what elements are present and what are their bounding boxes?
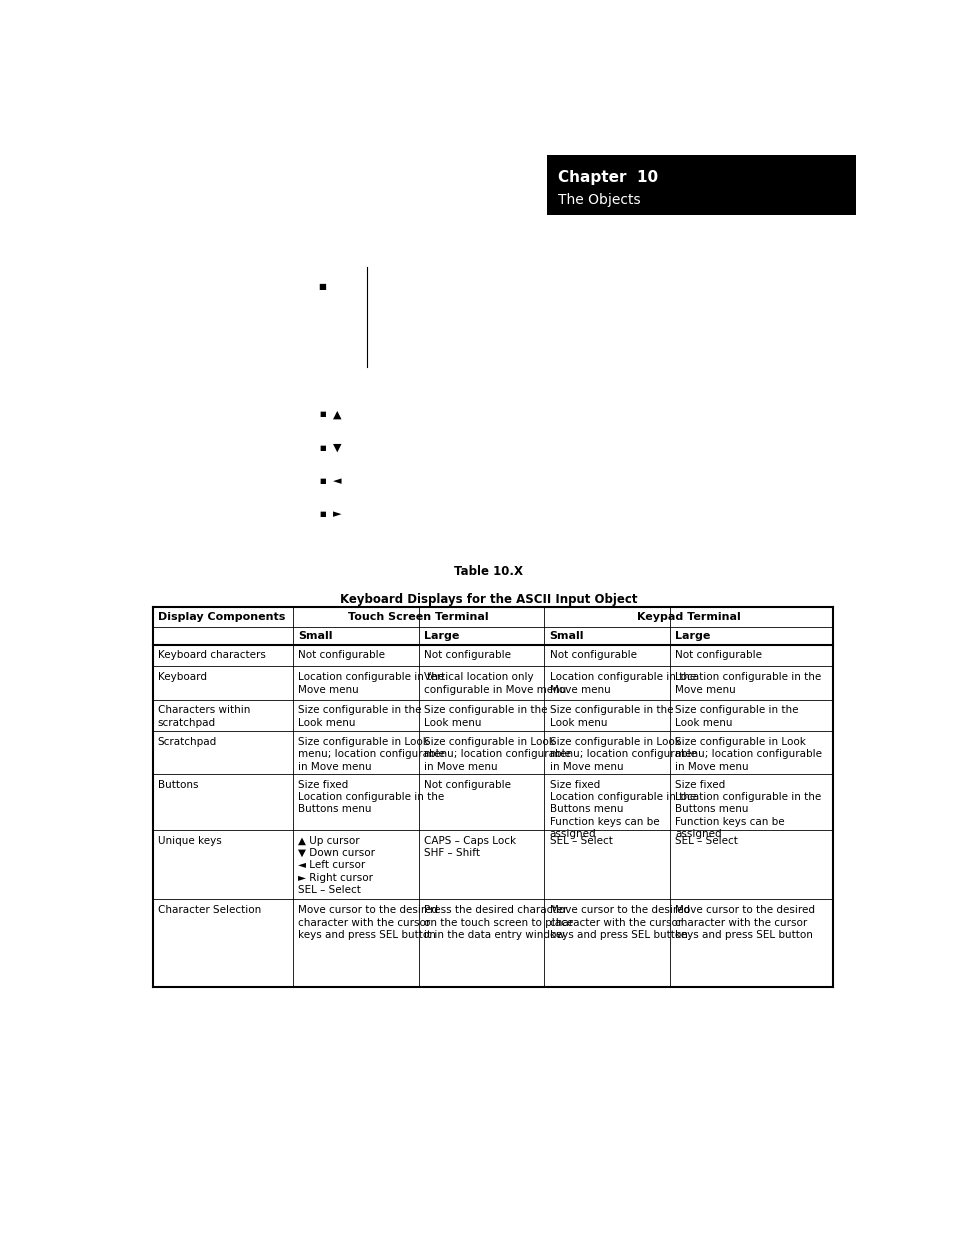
- Text: Move menu: Move menu: [549, 684, 610, 694]
- Text: Small: Small: [549, 631, 583, 641]
- Text: ■: ■: [319, 478, 326, 484]
- Text: ▼ Down cursor: ▼ Down cursor: [298, 848, 375, 858]
- Text: ►: ►: [333, 509, 341, 519]
- Text: ► Right cursor: ► Right cursor: [298, 873, 373, 883]
- Text: Function keys can be: Function keys can be: [549, 816, 659, 826]
- Text: configurable in Move menu: configurable in Move menu: [423, 684, 566, 694]
- Text: ■: ■: [318, 282, 326, 290]
- Text: ■: ■: [319, 411, 326, 417]
- Text: in Move menu: in Move menu: [423, 762, 497, 772]
- Text: Unique keys: Unique keys: [157, 836, 221, 846]
- Text: Not configurable: Not configurable: [423, 651, 510, 661]
- Text: Not configurable: Not configurable: [675, 651, 761, 661]
- Text: Large: Large: [423, 631, 458, 641]
- Text: Location configurable in the: Location configurable in the: [298, 792, 444, 802]
- Text: character with the cursor: character with the cursor: [549, 918, 681, 927]
- Text: in Move menu: in Move menu: [675, 762, 748, 772]
- Text: assigned: assigned: [675, 829, 721, 839]
- Text: in Move menu: in Move menu: [298, 762, 372, 772]
- Text: Keyboard characters: Keyboard characters: [157, 651, 265, 661]
- Text: SEL – Select: SEL – Select: [549, 836, 612, 846]
- Text: character with the cursor: character with the cursor: [675, 918, 806, 927]
- Text: Keypad Terminal: Keypad Terminal: [636, 613, 740, 622]
- Text: Size configurable in Look: Size configurable in Look: [675, 737, 805, 747]
- Text: it in the data entry window: it in the data entry window: [423, 930, 564, 940]
- Text: ◄: ◄: [333, 475, 341, 487]
- Text: SEL – Select: SEL – Select: [675, 836, 738, 846]
- Text: Move cursor to the desired: Move cursor to the desired: [675, 905, 815, 915]
- Text: menu; location configurable: menu; location configurable: [549, 750, 696, 760]
- Text: Not configurable: Not configurable: [549, 651, 636, 661]
- Text: character with the cursor: character with the cursor: [298, 918, 430, 927]
- Text: Size configurable in Look: Size configurable in Look: [423, 737, 554, 747]
- Text: Size configurable in the: Size configurable in the: [549, 705, 673, 715]
- Text: Look menu: Look menu: [675, 718, 732, 727]
- Text: Size fixed: Size fixed: [298, 779, 348, 789]
- Text: Size fixed: Size fixed: [675, 779, 724, 789]
- Text: Size configurable in the: Size configurable in the: [675, 705, 798, 715]
- Text: Keyboard: Keyboard: [157, 672, 207, 682]
- Text: ■: ■: [319, 511, 326, 517]
- Text: Touch Screen Terminal: Touch Screen Terminal: [348, 613, 489, 622]
- Text: Size configurable in Look: Size configurable in Look: [549, 737, 679, 747]
- Text: Vertical location only: Vertical location only: [423, 672, 533, 682]
- Text: Character Selection: Character Selection: [157, 905, 261, 915]
- Text: Characters within: Characters within: [157, 705, 250, 715]
- Text: Look menu: Look menu: [549, 718, 606, 727]
- Text: keys and press SEL button: keys and press SEL button: [675, 930, 812, 940]
- Text: Size configurable in the: Size configurable in the: [298, 705, 421, 715]
- Text: The Objects: The Objects: [558, 193, 639, 207]
- Text: Not configurable: Not configurable: [423, 779, 510, 789]
- Text: Buttons menu: Buttons menu: [549, 804, 622, 814]
- Text: ◄ Left cursor: ◄ Left cursor: [298, 861, 365, 871]
- Text: Location configurable in the: Location configurable in the: [549, 792, 695, 802]
- Text: menu; location configurable: menu; location configurable: [675, 750, 821, 760]
- Text: Scratchpad: Scratchpad: [157, 737, 216, 747]
- Text: Location configurable in the: Location configurable in the: [675, 672, 821, 682]
- Text: Size fixed: Size fixed: [549, 779, 599, 789]
- Text: Location configurable in the: Location configurable in the: [549, 672, 695, 682]
- Text: Press the desired character: Press the desired character: [423, 905, 566, 915]
- Text: Function keys can be: Function keys can be: [675, 816, 784, 826]
- Text: Move cursor to the desired: Move cursor to the desired: [549, 905, 689, 915]
- Text: Display Components: Display Components: [157, 613, 285, 622]
- Text: Chapter  10: Chapter 10: [558, 170, 658, 185]
- Text: menu; location configurable: menu; location configurable: [423, 750, 570, 760]
- Text: Location configurable in the: Location configurable in the: [675, 792, 821, 802]
- Text: keys and press SEL button: keys and press SEL button: [298, 930, 436, 940]
- Text: scratchpad: scratchpad: [157, 718, 215, 727]
- Text: assigned: assigned: [549, 829, 596, 839]
- Text: Move cursor to the desired: Move cursor to the desired: [298, 905, 437, 915]
- Text: ■: ■: [319, 445, 326, 451]
- Text: Small: Small: [298, 631, 333, 641]
- Text: ▲: ▲: [333, 410, 341, 420]
- Text: Not configurable: Not configurable: [298, 651, 385, 661]
- Text: Look menu: Look menu: [298, 718, 355, 727]
- Text: ▼: ▼: [333, 443, 341, 453]
- Text: Buttons menu: Buttons menu: [298, 804, 372, 814]
- Text: on the touch screen to place: on the touch screen to place: [423, 918, 573, 927]
- Text: Move menu: Move menu: [298, 684, 358, 694]
- Text: ▲ Up cursor: ▲ Up cursor: [298, 836, 359, 846]
- Text: keys and press SEL button: keys and press SEL button: [549, 930, 687, 940]
- Text: Look menu: Look menu: [423, 718, 481, 727]
- Text: menu; location configurable: menu; location configurable: [298, 750, 445, 760]
- Text: Size configurable in the: Size configurable in the: [423, 705, 547, 715]
- FancyBboxPatch shape: [546, 154, 855, 215]
- Text: SEL – Select: SEL – Select: [298, 885, 360, 895]
- Text: Buttons: Buttons: [157, 779, 198, 789]
- Text: Buttons menu: Buttons menu: [675, 804, 748, 814]
- Text: in Move menu: in Move menu: [549, 762, 622, 772]
- Text: Size configurable in Look: Size configurable in Look: [298, 737, 429, 747]
- Text: Large: Large: [675, 631, 710, 641]
- Text: CAPS – Caps Lock: CAPS – Caps Lock: [423, 836, 516, 846]
- Text: Keyboard Displays for the ASCII Input Object: Keyboard Displays for the ASCII Input Ob…: [340, 593, 637, 606]
- Text: Table 10.X: Table 10.X: [454, 566, 523, 578]
- Text: SHF – Shift: SHF – Shift: [423, 848, 479, 858]
- Text: Location configurable in the: Location configurable in the: [298, 672, 444, 682]
- Text: Move menu: Move menu: [675, 684, 735, 694]
